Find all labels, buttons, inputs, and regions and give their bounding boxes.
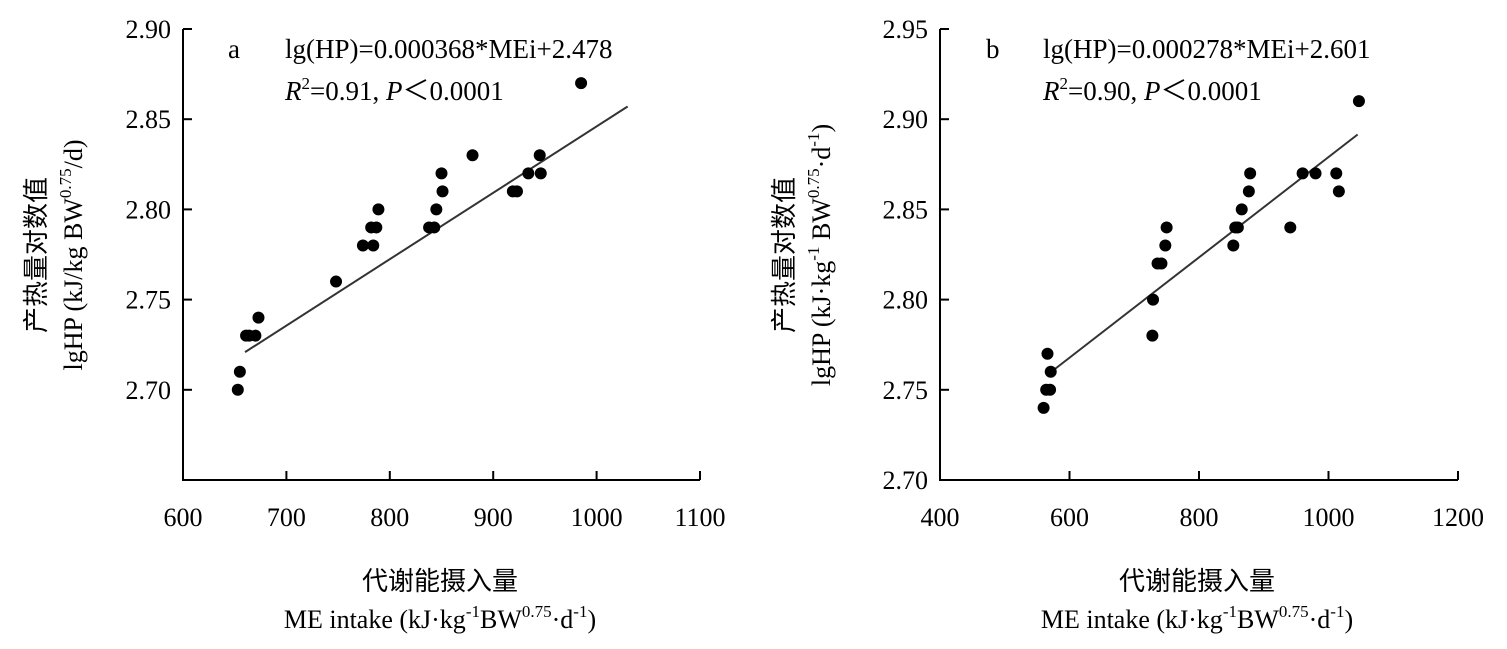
regression-equation-b: lg(HP)=0.000278*MEi+2.601 — [1043, 34, 1370, 64]
y-tick-label: 2.95 — [883, 15, 929, 44]
x-tick-label: 1000 — [571, 503, 623, 532]
data-point — [534, 167, 547, 180]
data-point — [1284, 221, 1297, 234]
data-point — [1037, 401, 1050, 414]
x-tick-label: 800 — [1180, 503, 1219, 532]
data-point — [428, 221, 441, 234]
y-tick-label: 2.75 — [126, 286, 172, 315]
data-point — [372, 203, 385, 216]
axis-ticks-a — [182, 28, 701, 480]
data-point — [1231, 221, 1244, 234]
y-axis-label-en-b: lgHP (kJ·kg-1 BW0.75·d-1) — [804, 124, 836, 386]
data-point — [367, 239, 380, 252]
data-point — [370, 221, 383, 234]
x-tick-label: 800 — [370, 503, 409, 532]
y-tick-label: 2.85 — [883, 195, 929, 224]
y-tick-label: 2.80 — [126, 195, 172, 224]
r2-stat-a: R2=0.91, P＜0.0001 — [284, 74, 504, 106]
y-tick-label: 2.70 — [883, 466, 929, 495]
data-point — [1044, 383, 1057, 396]
data-point — [1332, 185, 1345, 198]
data-point — [330, 275, 343, 288]
regression-equation-a: lg(HP)=0.000368*MEi+2.478 — [285, 34, 612, 64]
y-axis-label-en-a: lgHP (kJ/kg BW0.75/d) — [56, 139, 88, 370]
y-tick-label: 2.85 — [126, 105, 172, 134]
data-point — [1244, 167, 1257, 180]
y-tick-label: 2.90 — [883, 105, 929, 134]
data-point — [430, 203, 443, 216]
data-points-b — [1037, 95, 1365, 414]
x-tick-labels-a: 600 700 800 900 1000 1100 — [164, 503, 726, 532]
x-axis-label-en-a: ME intake (kJ·kg-1BW0.75·d-1) — [284, 602, 596, 634]
data-point — [1147, 293, 1160, 306]
x-tick-label: 900 — [474, 503, 513, 532]
data-point — [1160, 221, 1173, 234]
y-tick-labels-b: 2.70 2.75 2.80 2.85 2.90 2.95 — [883, 15, 929, 495]
y-tick-label: 2.70 — [126, 376, 172, 405]
data-point — [231, 383, 244, 396]
x-axis-label-cn-a: 代谢能摄入量 — [362, 567, 518, 596]
x-tick-label: 1200 — [1432, 503, 1484, 532]
x-tick-label: 400 — [921, 503, 960, 532]
x-tick-label: 700 — [267, 503, 306, 532]
data-point — [1309, 167, 1322, 180]
data-point — [1330, 167, 1343, 180]
data-point — [1146, 329, 1159, 342]
data-point — [1041, 347, 1054, 360]
x-axis-label-cn-b: 代谢能摄入量 — [1119, 567, 1275, 596]
data-point — [252, 311, 265, 324]
data-point — [436, 185, 449, 198]
y-tick-label: 2.90 — [126, 15, 172, 44]
data-point — [1296, 167, 1309, 180]
data-point — [233, 365, 246, 378]
data-point — [249, 329, 262, 342]
y-tick-labels-a: 2.70 2.75 2.80 2.85 2.90 — [126, 15, 172, 405]
data-point — [356, 239, 369, 252]
panel-label-a: a — [228, 34, 240, 64]
data-point — [1227, 239, 1240, 252]
data-point — [510, 185, 523, 198]
data-point — [435, 167, 448, 180]
y-tick-label: 2.80 — [883, 286, 929, 315]
x-tick-label: 600 — [164, 503, 203, 532]
data-point — [1235, 203, 1248, 216]
data-point — [575, 77, 588, 90]
x-tick-label: 1000 — [1303, 503, 1355, 532]
data-point — [466, 149, 479, 162]
data-points-a — [231, 77, 588, 396]
data-point — [1155, 257, 1168, 270]
data-point — [1352, 95, 1365, 108]
data-point — [522, 167, 535, 180]
data-point — [1044, 365, 1057, 378]
x-tick-labels-b: 400 600 800 1000 1200 — [921, 503, 1485, 532]
data-point — [1159, 239, 1172, 252]
y-axis-label-cn-a: 产热量对数值 — [22, 177, 51, 333]
panel-a: 2.70 2.75 2.80 2.85 2.90 600 700 800 900 1000 110… — [22, 15, 726, 634]
panel-label-b: b — [986, 34, 1000, 64]
axis-ticks-b — [939, 28, 1459, 481]
r2-stat-b: R2=0.90, P＜0.0001 — [1042, 74, 1262, 106]
data-point — [1242, 185, 1255, 198]
y-axis-label-cn-b: 产热量对数值 — [770, 177, 799, 333]
x-tick-label: 1100 — [674, 503, 725, 532]
panel-b: 2.70 2.75 2.80 2.85 2.90 2.95 400 600 800 1000 12… — [770, 15, 1484, 634]
y-tick-label: 2.75 — [883, 376, 929, 405]
x-tick-label: 600 — [1050, 503, 1089, 532]
data-point — [533, 149, 546, 162]
x-axis-label-en-b: ME intake (kJ·kg-1BW0.75·d-1) — [1041, 602, 1353, 634]
